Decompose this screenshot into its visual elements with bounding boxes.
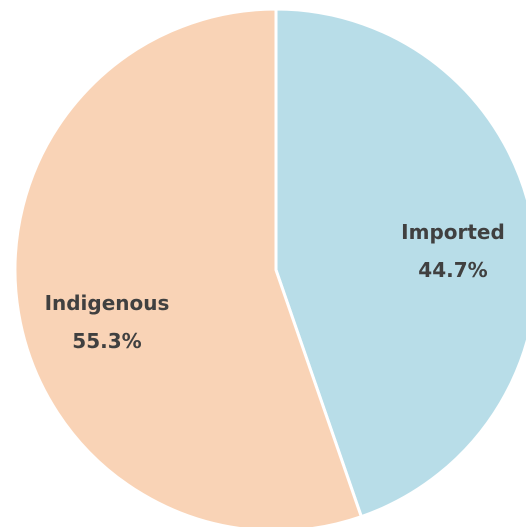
slice-category-label-indigenous: Indigenous [45, 291, 170, 315]
pie-slice-imported [274, 7, 526, 519]
pie-slices [13, 7, 526, 527]
slice-value-label-imported: 44.7% [418, 258, 487, 282]
slice-category-label-imported: Imported [401, 220, 505, 244]
pie-labels: Imported 44.7% Indigenous 55.3% [45, 220, 505, 353]
slice-value-label-indigenous: 55.3% [72, 329, 141, 353]
